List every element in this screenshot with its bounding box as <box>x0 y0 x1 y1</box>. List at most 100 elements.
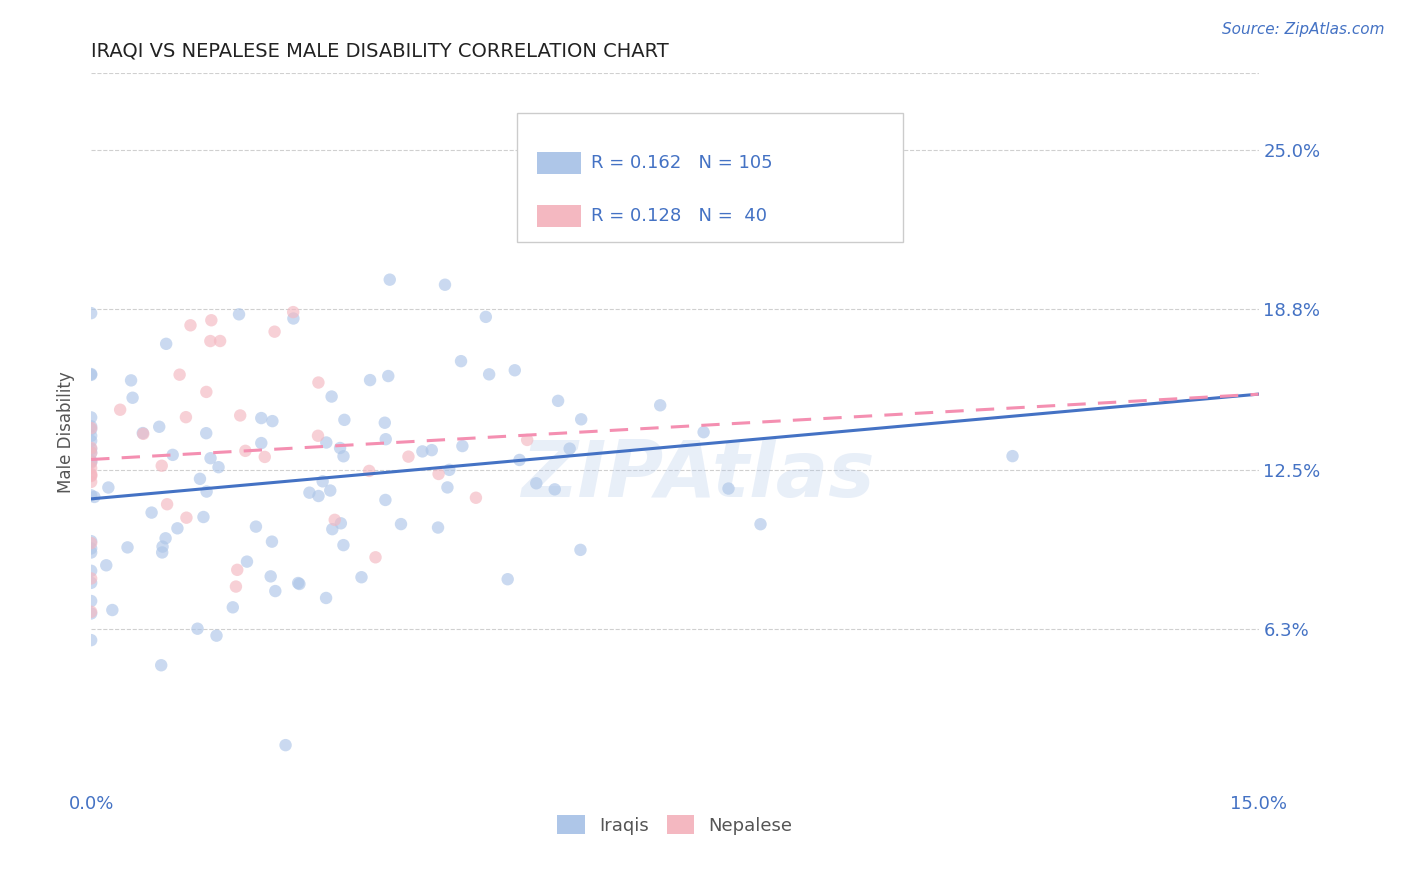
Point <box>228 307 250 321</box>
Point <box>569 542 592 557</box>
Point <box>188 472 211 486</box>
Point <box>235 443 257 458</box>
Point <box>80 633 103 648</box>
Point <box>150 658 173 673</box>
Point <box>80 410 103 425</box>
Point <box>80 446 103 460</box>
Point <box>558 442 581 456</box>
Point <box>350 570 373 584</box>
Point <box>478 368 501 382</box>
Point <box>264 584 287 599</box>
Point <box>359 464 381 478</box>
Point <box>80 446 103 460</box>
Point <box>450 354 472 368</box>
Legend: Iraqis, Nepalese: Iraqis, Nepalese <box>557 815 793 835</box>
Point <box>169 368 191 382</box>
Point <box>80 534 103 549</box>
Point <box>80 442 103 456</box>
Point <box>155 531 177 545</box>
Point <box>569 412 592 426</box>
Point <box>80 468 103 483</box>
Point <box>464 491 486 505</box>
Point <box>80 441 103 455</box>
Point <box>80 469 103 483</box>
Point <box>155 336 177 351</box>
Point <box>229 409 252 423</box>
Point <box>80 434 103 448</box>
Point <box>120 373 142 387</box>
Point <box>439 463 461 477</box>
Point <box>108 402 131 417</box>
Point <box>427 520 450 534</box>
Text: ZIPAtlas: ZIPAtlas <box>522 437 875 513</box>
Point <box>83 490 105 504</box>
Point <box>80 419 103 434</box>
Point <box>253 450 276 464</box>
Point <box>650 398 672 412</box>
Point <box>80 605 103 619</box>
Point <box>195 426 218 441</box>
Point <box>80 475 103 489</box>
Point <box>262 414 284 428</box>
Point <box>516 433 538 447</box>
Point <box>547 393 569 408</box>
Point <box>329 516 352 531</box>
Point <box>200 334 222 348</box>
Point <box>132 426 155 441</box>
Point <box>80 571 103 585</box>
Point <box>195 484 218 499</box>
Point <box>287 576 309 591</box>
Point <box>692 425 714 440</box>
Point <box>420 443 443 458</box>
Point <box>283 305 305 319</box>
Point <box>260 569 283 583</box>
Y-axis label: Male Disability: Male Disability <box>58 371 75 492</box>
Point <box>80 421 103 435</box>
Point <box>150 458 173 473</box>
Point <box>209 334 232 348</box>
Point <box>80 564 103 578</box>
Point <box>250 436 273 450</box>
FancyBboxPatch shape <box>517 112 903 242</box>
Point <box>80 454 103 468</box>
Point <box>298 485 321 500</box>
Point <box>333 413 356 427</box>
Point <box>148 419 170 434</box>
Point <box>226 563 249 577</box>
Point <box>97 481 120 495</box>
Point <box>374 416 396 430</box>
Text: Source: ZipAtlas.com: Source: ZipAtlas.com <box>1222 22 1385 37</box>
Point <box>433 277 456 292</box>
Point <box>80 422 103 436</box>
Point <box>80 575 103 590</box>
Point <box>174 410 197 425</box>
Text: R = 0.128   N =  40: R = 0.128 N = 40 <box>591 207 766 226</box>
Point <box>288 577 311 591</box>
Point <box>503 363 526 377</box>
Point <box>166 521 188 535</box>
Point <box>374 432 396 446</box>
Point <box>307 429 329 443</box>
Point <box>332 538 354 552</box>
Point <box>80 367 103 381</box>
Point <box>396 450 419 464</box>
Point <box>436 480 458 494</box>
Point <box>222 600 245 615</box>
Point <box>205 629 228 643</box>
Point <box>323 513 346 527</box>
Point <box>260 534 283 549</box>
Point <box>193 510 215 524</box>
Point <box>329 441 352 455</box>
Point <box>156 497 179 511</box>
Point <box>374 492 396 507</box>
Point <box>283 311 305 326</box>
Point <box>451 439 474 453</box>
FancyBboxPatch shape <box>537 152 582 174</box>
Point <box>80 536 103 550</box>
Point <box>101 603 124 617</box>
Text: IRAQI VS NEPALESE MALE DISABILITY CORRELATION CHART: IRAQI VS NEPALESE MALE DISABILITY CORREL… <box>91 42 669 61</box>
Point <box>475 310 498 324</box>
Point <box>1001 449 1024 463</box>
Point <box>307 376 329 390</box>
Point <box>225 580 247 594</box>
